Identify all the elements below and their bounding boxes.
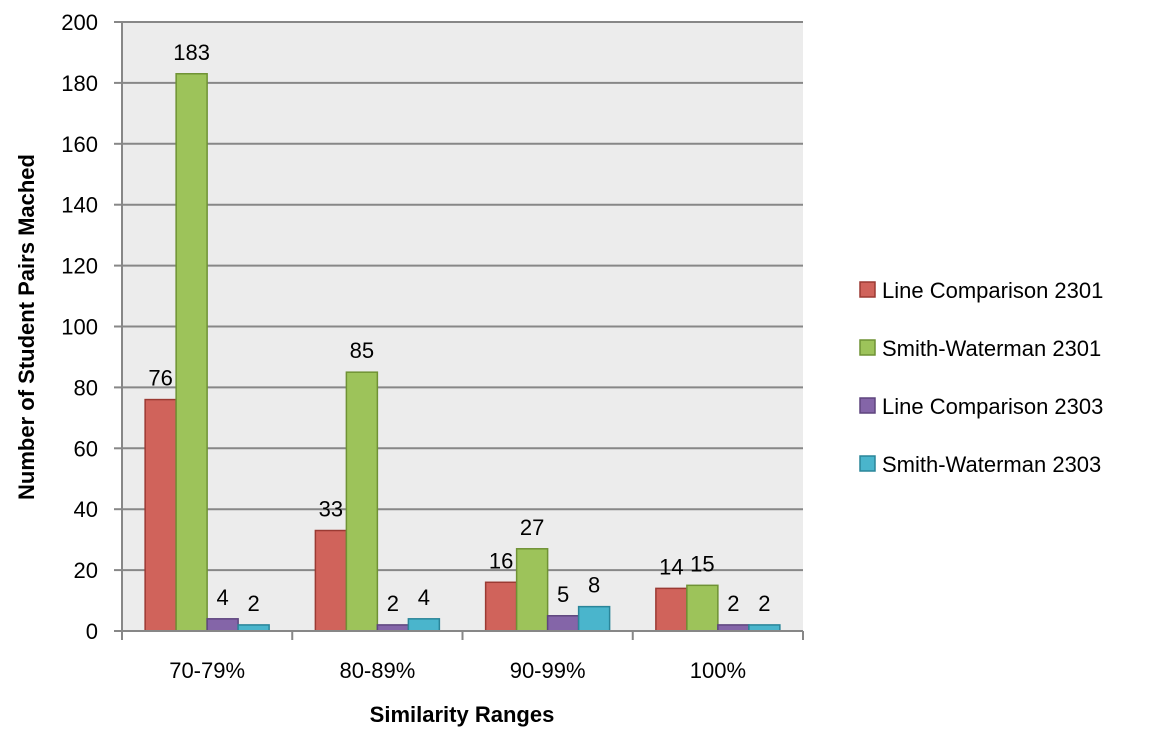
data-label: 2 (248, 591, 260, 616)
x-tick-label: 70-79% (169, 658, 245, 683)
bar (345, 371, 379, 632)
bar (515, 548, 549, 632)
bars (144, 73, 781, 632)
data-label: 15 (690, 551, 714, 576)
x-tick-label: 100% (690, 658, 746, 683)
y-tick-labels: 0 20 40 60 80 100 120 140 160 180 200 (61, 10, 98, 644)
bar (484, 581, 518, 632)
axes (114, 21, 804, 640)
bar (314, 529, 348, 632)
gridlines (122, 21, 803, 572)
bar (407, 618, 441, 632)
legend-label: Smith-Waterman 2301 (882, 336, 1101, 361)
data-label: 2 (727, 591, 739, 616)
data-label: 2 (387, 591, 399, 616)
data-label: 4 (418, 585, 430, 610)
data-label: 14 (659, 554, 683, 579)
legend-label: Line Comparison 2301 (882, 278, 1103, 303)
bar (206, 618, 239, 632)
data-label: 8 (588, 573, 600, 598)
y-tick-label: 0 (86, 619, 98, 644)
x-tick-labels: 70-79% 80-89% 90-99% 100% (169, 658, 746, 683)
data-label: 2 (758, 591, 770, 616)
y-tick-label: 140 (61, 193, 98, 218)
legend: Line Comparison 2301 Smith-Waterman 2301 L… (859, 278, 1103, 477)
legend-label: Line Comparison 2303 (882, 394, 1103, 419)
bar (686, 584, 719, 632)
legend-label: Smith-Waterman 2303 (882, 452, 1101, 477)
bar (546, 615, 580, 632)
bar (577, 605, 611, 632)
bar (175, 73, 208, 632)
y-tick-label: 80 (74, 375, 98, 400)
data-label: 4 (217, 585, 229, 610)
bar (144, 398, 177, 632)
legend-swatch (859, 339, 876, 356)
legend-swatch (859, 281, 876, 298)
data-label: 183 (173, 40, 210, 65)
x-axis-title: Similarity Ranges (370, 702, 555, 727)
y-tick-label: 20 (74, 558, 98, 583)
x-tick-label: 80-89% (339, 658, 415, 683)
x-tick-label: 90-99% (510, 658, 586, 683)
data-label: 16 (489, 548, 513, 573)
bar (655, 587, 688, 632)
data-label: 85 (350, 338, 374, 363)
y-axis-title: Number of Student Pairs Mached (14, 154, 39, 500)
y-tick-label: 200 (61, 10, 98, 35)
legend-swatch (859, 455, 876, 472)
y-tick-label: 40 (74, 497, 98, 522)
y-tick-label: 160 (61, 132, 98, 157)
y-tick-label: 180 (61, 71, 98, 96)
data-label: 5 (557, 582, 569, 607)
y-tick-label: 100 (61, 315, 98, 340)
y-tick-label: 60 (74, 436, 98, 461)
data-label: 27 (520, 515, 544, 540)
data-label: 76 (148, 366, 172, 391)
y-tick-label: 120 (61, 254, 98, 279)
legend-swatch (859, 397, 876, 414)
data-label: 33 (319, 497, 343, 522)
